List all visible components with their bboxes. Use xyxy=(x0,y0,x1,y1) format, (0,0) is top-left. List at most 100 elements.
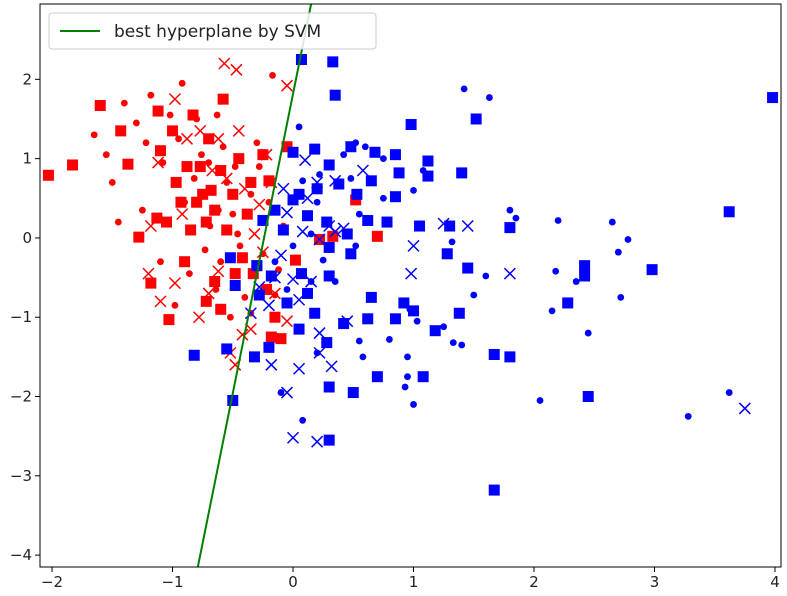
red-dot-point xyxy=(217,258,225,266)
blue-x-point xyxy=(356,164,369,177)
red-dot-point xyxy=(269,71,276,79)
red-x-point xyxy=(194,124,207,137)
blue-square-point xyxy=(253,289,265,301)
red-dot-point xyxy=(132,119,140,127)
x-tick-label: 4 xyxy=(770,573,780,591)
red-dot-point xyxy=(108,179,116,186)
blue-square-point xyxy=(295,268,307,280)
red-dot-point xyxy=(120,99,128,107)
blue-dot-point xyxy=(361,143,369,151)
red-dot-point xyxy=(214,206,222,214)
red-square-point xyxy=(233,153,245,165)
blue-square-point xyxy=(265,270,277,282)
blue-square-point xyxy=(488,348,500,360)
red-x-point xyxy=(212,132,225,145)
y-tick-label: −3 xyxy=(10,467,32,485)
blue-dot-point xyxy=(614,248,622,256)
blue-square-point xyxy=(351,188,363,200)
blue-x-point xyxy=(299,154,312,167)
red-dot-point xyxy=(255,163,263,170)
blue-dot-point xyxy=(410,401,417,408)
x-tick-label: 1 xyxy=(409,573,419,591)
blue-square-point xyxy=(470,113,482,125)
red-square-point xyxy=(163,314,175,326)
blue-square-point xyxy=(408,305,420,317)
red-square-point xyxy=(115,125,127,137)
blue-square-point xyxy=(323,434,335,446)
blue-x-point xyxy=(305,275,318,288)
x-tick-label: 3 xyxy=(650,573,660,591)
red-x-point xyxy=(260,148,273,161)
red-square-point xyxy=(167,125,179,137)
blue-dot-point xyxy=(379,155,387,163)
red-dot-point xyxy=(253,139,261,147)
blue-x-point xyxy=(280,206,294,219)
blue-square-point xyxy=(323,159,335,171)
blue-dot-point xyxy=(352,139,360,147)
x-tick-label: 2 xyxy=(529,573,539,591)
blue-x-point xyxy=(293,293,306,306)
blue-square-point xyxy=(338,318,350,330)
blue-square-point xyxy=(269,204,281,216)
y-tick-label: −4 xyxy=(10,546,32,564)
red-x-point xyxy=(142,267,155,280)
blue-square-point xyxy=(362,214,374,226)
blue-square-point xyxy=(287,146,299,158)
y-tick-label: 2 xyxy=(22,70,32,88)
red-square-point xyxy=(179,256,191,268)
blue-dot-point xyxy=(512,214,520,222)
blue-x-point xyxy=(437,217,450,230)
red-dot-point xyxy=(139,206,146,214)
x-tick-label: −1 xyxy=(161,573,183,591)
blue-dot-point xyxy=(608,218,616,226)
blue-dot-point xyxy=(460,85,468,93)
blue-dot-point xyxy=(617,293,625,301)
blue-dot-point xyxy=(277,389,285,396)
blue-x-point xyxy=(293,362,306,375)
blue-x-point xyxy=(325,360,338,373)
red-x-point xyxy=(152,156,165,169)
blue-square-point xyxy=(224,252,236,264)
blue-x-point xyxy=(337,222,350,235)
red-dot-point xyxy=(205,159,213,166)
red-square-point xyxy=(197,188,209,200)
plot-frame xyxy=(39,3,782,568)
red-dot-point xyxy=(102,151,110,159)
blue-square-point xyxy=(327,56,339,68)
blue-dot-point xyxy=(449,339,457,346)
red-x-point xyxy=(238,182,251,195)
blue-dot-point xyxy=(413,317,421,325)
red-square-point xyxy=(205,184,217,196)
red-square-point xyxy=(229,268,241,280)
blue-x-point xyxy=(301,192,314,205)
red-square-point xyxy=(185,224,197,236)
blue-x-point xyxy=(313,327,326,340)
red-square-point xyxy=(181,161,193,173)
red-dot-point xyxy=(213,111,221,119)
blue-square-point xyxy=(229,280,241,291)
blue-square-point xyxy=(321,216,333,228)
blue-square-point xyxy=(341,228,353,240)
red-x-point xyxy=(176,208,189,221)
blue-x-point xyxy=(277,182,290,195)
red-dot-point xyxy=(147,91,155,99)
red-dot-point xyxy=(206,222,214,230)
blue-dot-point xyxy=(316,171,323,178)
red-square-point xyxy=(209,204,221,216)
blue-dot-point xyxy=(419,167,427,174)
red-dot-point xyxy=(166,111,174,119)
red-dot-point xyxy=(241,293,249,301)
red-square-point xyxy=(161,216,173,228)
blue-x-point xyxy=(262,299,275,312)
red-square-point xyxy=(203,133,215,145)
blue-square-point xyxy=(277,224,289,236)
red-square-point xyxy=(245,176,257,188)
blue-square-point xyxy=(248,351,260,363)
red-dot-point xyxy=(159,159,167,166)
blue-dot-point xyxy=(482,272,490,280)
blue-x-point xyxy=(407,239,420,252)
blue-square-point xyxy=(405,119,417,131)
blue-dot-point xyxy=(440,323,448,331)
red-x-point xyxy=(256,246,269,259)
blue-x-point xyxy=(738,402,751,415)
